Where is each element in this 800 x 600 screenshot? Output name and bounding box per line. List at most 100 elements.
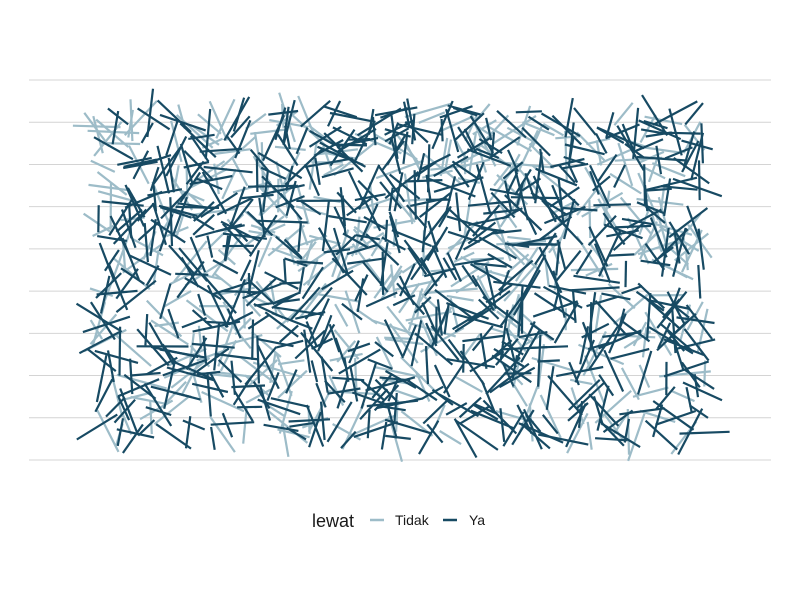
- segment-ya: [138, 108, 170, 129]
- segment-ya: [118, 418, 123, 446]
- segment-ya: [619, 408, 664, 414]
- segment-ya: [537, 360, 559, 361]
- segment-tidak: [456, 377, 483, 392]
- segment-ya: [175, 274, 208, 275]
- segment-ya: [479, 237, 516, 258]
- legend-label-ya: Ya: [469, 512, 485, 528]
- segment-ya: [362, 362, 377, 409]
- segment-ya: [280, 283, 302, 284]
- segment-ya: [222, 291, 260, 292]
- segment-tidak: [588, 422, 592, 450]
- segment-ya: [574, 276, 620, 283]
- segment-tidak: [112, 376, 122, 417]
- segment-tidak: [622, 368, 639, 400]
- segment-tidak: [507, 237, 530, 240]
- segment-ya: [123, 425, 143, 454]
- segment-ya: [653, 101, 697, 125]
- segment-ya: [638, 351, 651, 395]
- segment-tidak: [89, 185, 129, 190]
- segment-ya: [368, 410, 370, 438]
- segment-ya: [156, 424, 191, 448]
- segment-ya: [698, 265, 700, 299]
- segment-ya: [538, 435, 588, 445]
- segment-tidak: [252, 332, 281, 357]
- segment-ya: [516, 111, 542, 112]
- segment-ya: [219, 360, 242, 382]
- segment-tidak: [309, 390, 331, 432]
- segment-tidak: [589, 200, 590, 238]
- segment-ya: [626, 261, 627, 287]
- segment-ya: [234, 98, 244, 132]
- segment-ya: [405, 122, 428, 143]
- segment-ya: [265, 272, 299, 289]
- segment-ya: [535, 293, 576, 320]
- segment-ya: [284, 259, 286, 284]
- segment-ya: [248, 315, 269, 329]
- segment-ya: [203, 275, 236, 313]
- segment-ya: [120, 327, 121, 376]
- segment-ya: [570, 287, 620, 290]
- segment-ya: [211, 373, 224, 397]
- segment-tidak: [570, 380, 592, 384]
- segment-ya: [324, 249, 350, 252]
- segment-ya: [672, 307, 675, 353]
- segment-ya: [615, 226, 651, 228]
- segment-tidak: [216, 99, 234, 138]
- segment-ya: [593, 204, 631, 205]
- segment-ya: [589, 216, 616, 245]
- segment-ya: [237, 407, 262, 408]
- segment-ya: [563, 208, 598, 210]
- segment-tidak: [243, 407, 247, 443]
- segment-tidak: [628, 414, 644, 461]
- segment-tidak: [544, 249, 548, 285]
- segment-ya: [257, 159, 258, 193]
- segment-ya: [312, 361, 317, 383]
- segment-ya: [349, 171, 364, 202]
- legend-title: lewat: [312, 511, 354, 531]
- segment-ya: [211, 422, 255, 425]
- segment-tidak: [555, 136, 580, 138]
- segment-ya: [574, 108, 596, 135]
- segment-ya: [646, 421, 678, 450]
- segment-tidak: [150, 401, 152, 434]
- segment-tidak: [214, 273, 234, 289]
- segment-ya: [535, 152, 541, 203]
- legend-label-tidak: Tidak: [395, 512, 430, 528]
- segment-ya: [589, 394, 618, 426]
- segment-tidak: [446, 221, 478, 255]
- segment-ya: [182, 318, 207, 327]
- segment-ya: [298, 221, 301, 252]
- segment-ya: [211, 427, 215, 450]
- segment-ya: [426, 346, 428, 384]
- segment-tidak: [513, 383, 527, 407]
- segment-tidak: [614, 295, 647, 324]
- segment-ya: [415, 170, 416, 219]
- segment-ya: [205, 322, 234, 323]
- segment-tidak: [278, 360, 304, 364]
- plot-segments: [73, 89, 730, 462]
- segment-ya: [328, 216, 367, 222]
- segment-tidak: [628, 409, 629, 455]
- segment-ya: [701, 123, 703, 163]
- segment-ya: [455, 419, 477, 458]
- legend: lewat Tidak Ya: [312, 511, 485, 531]
- segment-ya: [456, 421, 498, 450]
- segment-ya: [191, 237, 205, 272]
- segment-ya: [83, 317, 130, 332]
- segment-ya: [442, 119, 443, 141]
- segment-ya: [547, 366, 554, 410]
- segment-ya: [456, 193, 460, 232]
- segment-ya: [423, 400, 447, 423]
- segment-ya: [609, 254, 634, 255]
- segment-tidak: [91, 161, 115, 172]
- segment-ya: [147, 189, 182, 195]
- segment-ya: [687, 206, 700, 242]
- segment-ya: [257, 336, 259, 384]
- segment-tidak: [672, 391, 695, 401]
- segment-tidak: [292, 236, 328, 248]
- segment-ya: [644, 164, 645, 206]
- segment-ya: [183, 421, 205, 430]
- segment-ya: [385, 436, 411, 439]
- segment-ya: [223, 413, 232, 437]
